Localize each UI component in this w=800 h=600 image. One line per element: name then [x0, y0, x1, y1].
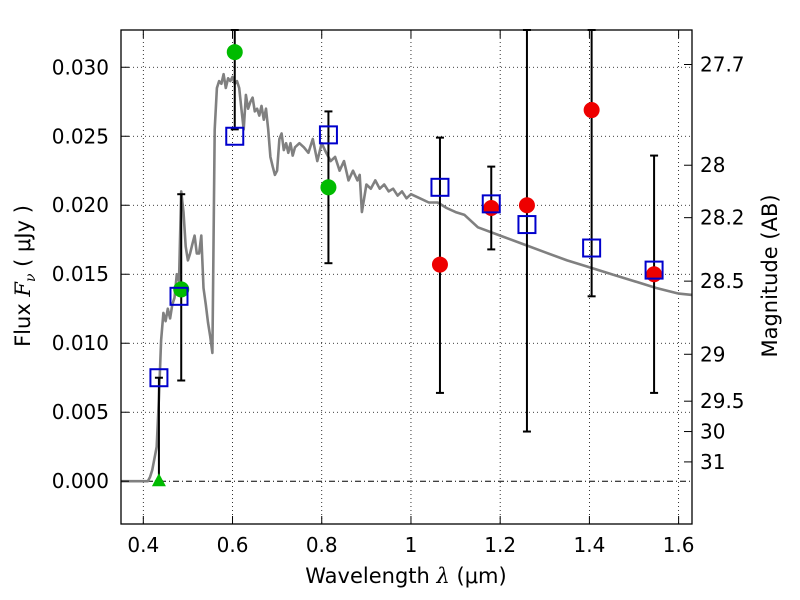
magnitude-axis-title: Magnitude (AB) — [758, 194, 782, 357]
green-data-point — [226, 44, 243, 61]
magnitude-tick-label: 28 — [700, 153, 725, 177]
model-photometry-square — [582, 238, 602, 258]
model-photometry-square — [318, 125, 338, 145]
model-photometry-square — [481, 194, 501, 214]
magnitude-tick-label: 28.2 — [700, 206, 745, 230]
data-markers — [149, 44, 664, 487]
x-axis-ticks: 0.4 0.6 0.8 1 1.2 1.4 1.6 — [127, 30, 695, 557]
green-upper-limit-triangle — [151, 473, 166, 487]
red-data-point — [646, 266, 663, 283]
magnitude-tick-label: 29 — [700, 342, 725, 366]
plot-content — [121, 29, 693, 487]
magnitude-tick-label: 29.5 — [700, 389, 745, 413]
y-tick-label: 0.005 — [52, 400, 109, 424]
red-data-point — [483, 200, 500, 217]
magnitude-tick-label: 28.5 — [700, 269, 745, 293]
lambda-symbol: λ — [436, 564, 450, 588]
y-tick-label: 0.015 — [52, 262, 109, 286]
grid-lines — [121, 30, 692, 524]
x-axis-title-unit: (μm) — [450, 564, 507, 588]
magnitude-axis-ticks: 27.7 28 28.2 28.5 29 29.5 30 31 — [684, 52, 745, 474]
y-tick-label: 0.000 — [52, 469, 109, 493]
flux-symbol: F — [11, 281, 35, 298]
red-data-point — [518, 197, 535, 214]
red-data-point — [583, 102, 600, 119]
x-axis-title: Wavelength λ (μm) — [305, 564, 506, 588]
model-spectrum-line — [121, 72, 693, 483]
model-photometry-square — [430, 177, 450, 197]
x-axis-title-text: Wavelength — [305, 564, 436, 588]
red-data-point — [431, 256, 448, 273]
green-data-point — [320, 179, 337, 196]
model-photometry-square — [169, 286, 189, 306]
x-tick-label: 1 — [405, 533, 418, 557]
x-tick-label: 0.8 — [306, 533, 338, 557]
y-tick-label: 0.010 — [52, 331, 109, 355]
x-tick-label: 1.2 — [484, 533, 516, 557]
plot-frame — [120, 29, 693, 525]
model-photometry-square — [517, 215, 537, 235]
magnitude-tick-label: 30 — [700, 420, 725, 444]
x-tick-label: 1.6 — [663, 533, 695, 557]
x-tick-label: 1.4 — [573, 533, 605, 557]
magnitude-tick-label: 31 — [700, 450, 725, 474]
y-tick-label: 0.020 — [52, 193, 109, 217]
y-axis-title-text: Flux — [11, 297, 35, 347]
y-tick-label: 0.030 — [52, 55, 109, 79]
y-tick-label: 0.025 — [52, 124, 109, 148]
y-axis-ticks: 0.000 0.005 0.010 0.015 0.020 0.025 0.030 — [52, 55, 129, 493]
y-axis-title-unit: ( μJy ) — [11, 205, 35, 273]
model-photometry-square — [149, 368, 169, 388]
nu-subscript: ν — [23, 273, 39, 282]
model-photometry-square — [644, 260, 664, 280]
x-tick-label: 0.4 — [127, 533, 159, 557]
x-tick-label: 0.6 — [217, 533, 249, 557]
magnitude-tick-label: 27.7 — [700, 52, 745, 76]
green-data-point — [173, 281, 190, 298]
y-axis-title: Flux Fν ( μJy ) — [11, 205, 39, 347]
model-photometry-square — [225, 126, 245, 146]
